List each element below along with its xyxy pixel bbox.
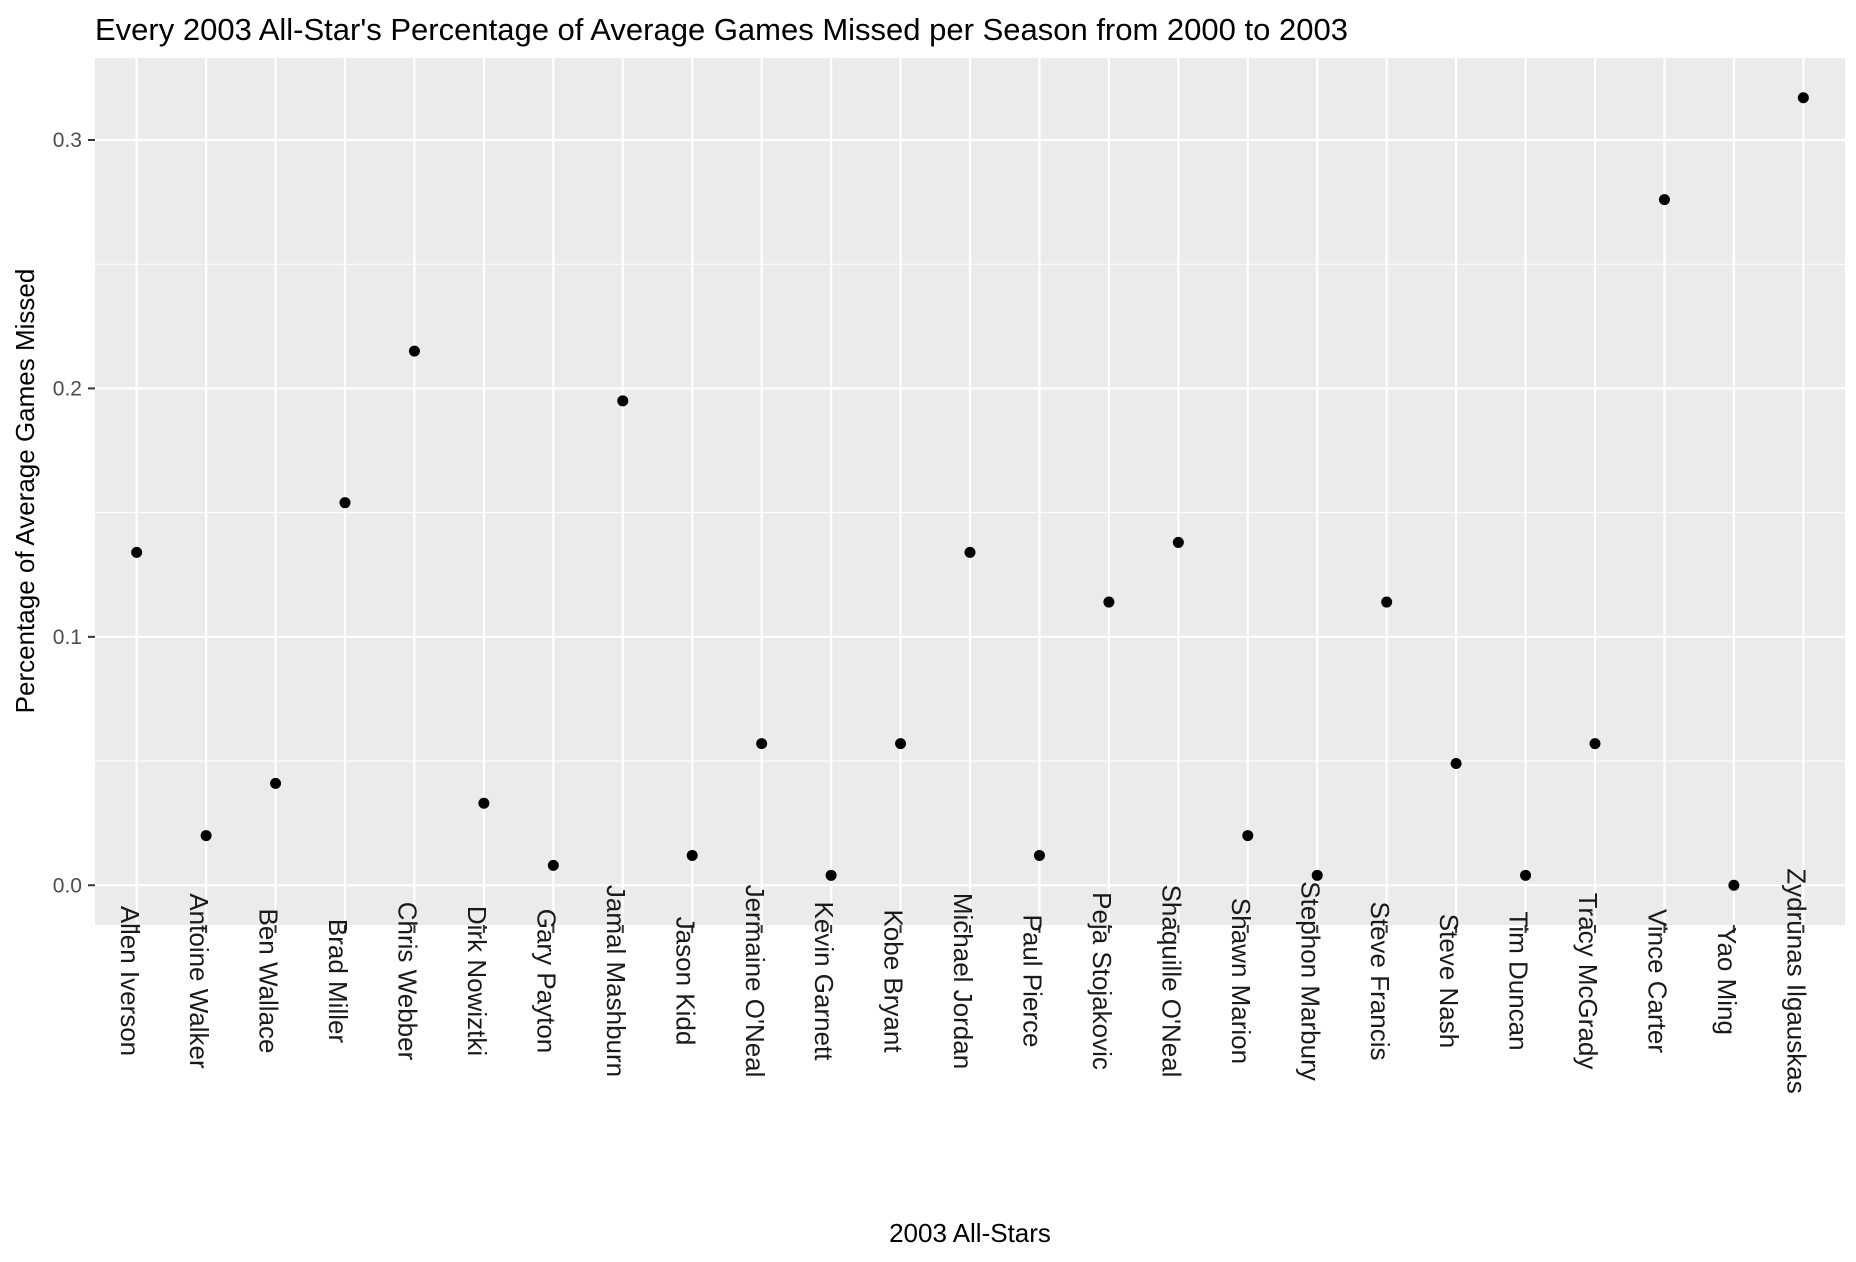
x-tick-label: Zydrunas Ilgauskas — [1781, 868, 1811, 1093]
data-point — [1311, 869, 1323, 881]
x-tick-label: Stephon Marbury — [1295, 881, 1325, 1080]
x-tick-label: Paul Pierce — [1018, 915, 1048, 1048]
data-point — [1589, 738, 1601, 750]
data-point — [1450, 758, 1462, 770]
data-point — [408, 345, 420, 357]
x-tick-label: Brad Miller — [323, 919, 353, 1044]
x-tick-label: Tracy McGrady — [1573, 893, 1603, 1070]
x-tick-label: Yao Ming — [1712, 927, 1742, 1035]
data-point — [1033, 849, 1045, 861]
data-point — [547, 859, 559, 871]
x-tick-label: Jamal Mashburn — [601, 885, 631, 1077]
data-point — [131, 546, 143, 558]
y-tick-label: 0.1 — [53, 626, 82, 649]
data-point — [1242, 830, 1254, 842]
x-tick-label: Kevin Garnett — [809, 902, 839, 1062]
data-point — [200, 830, 212, 842]
x-tick-label: Steve Nash — [1434, 914, 1464, 1048]
data-point — [1172, 536, 1184, 548]
x-tick-label: Shawn Marion — [1226, 898, 1256, 1064]
data-point — [1728, 879, 1740, 891]
data-point — [825, 869, 837, 881]
data-point — [617, 395, 629, 407]
y-tick-label: 0.2 — [53, 377, 82, 400]
x-tick-label: Jermaine O'Neal — [740, 885, 770, 1078]
data-point — [339, 497, 351, 509]
x-tick-label: Shaquille O'Neal — [1156, 885, 1186, 1078]
x-axis: Allen Iverson Antoine Walker Ben Wallace Br… — [115, 868, 1812, 1093]
y-tick-label: 0.3 — [53, 129, 82, 152]
data-point — [478, 797, 490, 809]
x-tick-label: Allen Iverson — [115, 906, 145, 1056]
major-gridlines — [95, 58, 1845, 925]
x-tick-label: Dirk Nowiztki — [462, 906, 492, 1056]
data-point — [1381, 596, 1393, 608]
data-point — [1103, 596, 1115, 608]
x-tick-label: Gary Payton — [531, 909, 561, 1054]
y-tick-label: 0.0 — [53, 874, 82, 897]
data-point — [1658, 194, 1670, 206]
x-tick-label: Tim Duncan — [1504, 911, 1534, 1050]
x-tick-label: Ben Wallace — [254, 909, 284, 1054]
data-point — [270, 777, 282, 789]
x-tick-label: Chris Webber — [393, 902, 423, 1061]
data-point — [756, 738, 768, 750]
chart-title: Every 2003 All-Star's Percentage of Aver… — [95, 12, 1348, 47]
x-tick-label: Kobe Bryant — [879, 909, 909, 1053]
y-axis-title: Percentage of Average Games Missed — [10, 269, 40, 714]
data-points — [131, 92, 1809, 891]
data-point — [964, 546, 976, 558]
data-point — [1797, 92, 1809, 104]
data-point — [686, 849, 698, 861]
y-axis: 0.0 0.1 0.2 0.3 — [53, 129, 95, 897]
x-axis-title: 2003 All-Stars — [889, 1218, 1051, 1248]
x-tick-label: Vince Carter — [1643, 909, 1673, 1053]
x-tick-label: Steve Francis — [1365, 902, 1395, 1061]
x-tick-label: Jason Kidd — [670, 917, 700, 1046]
data-point — [1520, 869, 1532, 881]
x-tick-label: Antoine Walker — [184, 893, 214, 1069]
data-point — [895, 738, 907, 750]
x-tick-label: Michael Jordan — [948, 893, 978, 1069]
x-tick-label: Peja Stojakovic — [1087, 892, 1117, 1070]
